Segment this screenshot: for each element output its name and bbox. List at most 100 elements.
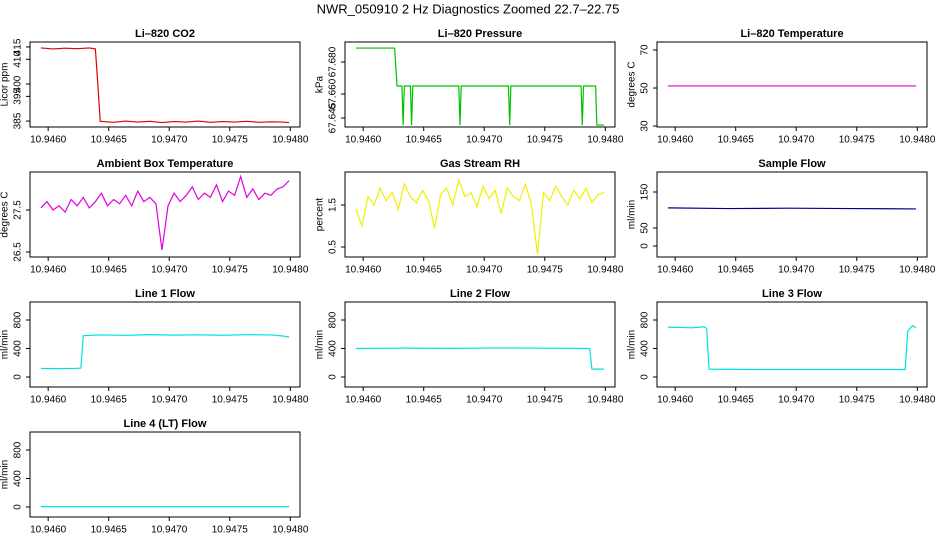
y-tick-label: 395 <box>13 88 24 105</box>
x-tick-label: 10.9470 <box>778 265 815 276</box>
x-tick-label: 10.9470 <box>466 395 503 406</box>
y-axis-label: percent <box>315 198 326 232</box>
y-tick-label: 67.660 <box>328 78 339 109</box>
x-tick-label: 10.9460 <box>657 265 694 276</box>
x-tick-label: 10.9475 <box>527 395 564 406</box>
y-tick-label: 70 <box>640 44 651 56</box>
y-tick-label: 0 <box>640 374 651 380</box>
y-tick-label: 0 <box>328 374 339 380</box>
x-tick-label: 10.9465 <box>91 395 128 406</box>
x-tick-label: 10.9465 <box>406 395 443 406</box>
y-axis-label: kPa <box>315 75 326 93</box>
plot-frame <box>656 301 928 388</box>
x-tick-label: 10.9470 <box>466 135 503 146</box>
y-tick-label: 400 <box>328 340 339 357</box>
y-axis-label: Licor ppm <box>0 63 11 107</box>
x-tick-label: 10.9460 <box>30 525 67 536</box>
data-line <box>40 333 290 370</box>
panel-title: Line 2 Flow <box>450 288 510 300</box>
panel-title: Ambient Box Temperature <box>97 158 234 170</box>
x-tick-label: 10.9470 <box>151 395 188 406</box>
x-tick-label: 10.9465 <box>406 265 443 276</box>
y-tick-label: 67.645 <box>328 102 339 133</box>
y-tick-label: 400 <box>13 75 24 92</box>
x-tick-label: 10.9475 <box>212 395 249 406</box>
x-tick-label: 10.9470 <box>151 265 188 276</box>
x-tick-label: 10.9460 <box>30 395 67 406</box>
x-tick-label: 10.9460 <box>345 395 382 406</box>
y-tick-label: 800 <box>328 311 339 328</box>
x-tick-label: 10.9470 <box>778 395 815 406</box>
x-tick-label: 10.9480 <box>587 265 624 276</box>
y-tick-label: 385 <box>13 112 24 129</box>
y-tick-label: 800 <box>640 311 651 328</box>
panel-title: Line 1 Flow <box>135 288 195 300</box>
y-axis-label: ml/min <box>0 460 11 489</box>
x-tick-label: 10.9465 <box>718 395 755 406</box>
plot-frame <box>656 41 928 128</box>
plot-frame <box>656 171 928 258</box>
x-tick-label: 10.9475 <box>839 135 876 146</box>
x-tick-label: 10.9465 <box>718 265 755 276</box>
y-tick-label: 0 <box>13 374 24 380</box>
data-line <box>667 207 917 210</box>
y-tick-label: 400 <box>640 340 651 357</box>
x-tick-label: 10.9480 <box>272 395 309 406</box>
plot-frame <box>344 171 616 258</box>
x-tick-label: 10.9460 <box>657 135 694 146</box>
y-tick-label: 67.680 <box>328 46 339 77</box>
plot-frame <box>29 301 301 388</box>
panel-title: Sample Flow <box>758 158 826 170</box>
x-tick-label: 10.9465 <box>406 135 443 146</box>
x-tick-label: 10.9460 <box>657 395 694 406</box>
y-tick-label: 0.5 <box>328 240 339 254</box>
y-tick-label: 27.5 <box>13 200 24 220</box>
x-tick-label: 10.9475 <box>212 525 249 536</box>
y-axis-label: ml/min <box>0 330 11 359</box>
plot-frame <box>29 41 301 128</box>
data-line <box>40 174 290 250</box>
y-tick-label: 30 <box>640 120 651 132</box>
x-tick-label: 10.9470 <box>151 525 188 536</box>
data-line <box>355 47 605 126</box>
panel-title: Li–820 CO2 <box>135 28 195 40</box>
y-tick-label: 410 <box>13 51 24 68</box>
panel-title: Line 3 Flow <box>762 288 822 300</box>
x-tick-label: 10.9475 <box>527 135 564 146</box>
figure-title: NWR_050910 2 Hz Diagnostics Zoomed 22.7–… <box>317 1 620 16</box>
y-tick-label: 26.5 <box>13 242 24 262</box>
y-tick-label: 50 <box>640 222 651 234</box>
plot-frame <box>29 431 301 518</box>
y-tick-label: 50 <box>640 82 651 94</box>
x-tick-label: 10.9470 <box>778 135 815 146</box>
x-tick-label: 10.9460 <box>345 135 382 146</box>
x-tick-label: 10.9460 <box>345 265 382 276</box>
x-tick-label: 10.9465 <box>91 135 128 146</box>
x-tick-label: 10.9470 <box>151 135 188 146</box>
x-tick-label: 10.9460 <box>30 135 67 146</box>
y-axis-label: degrees C <box>627 61 638 107</box>
x-tick-label: 10.9480 <box>899 265 936 276</box>
data-line <box>355 347 605 370</box>
plot-frame <box>344 301 616 388</box>
x-tick-label: 10.9480 <box>899 395 936 406</box>
y-axis-label: ml/min <box>315 330 326 359</box>
y-tick-label: 150 <box>640 183 651 200</box>
data-line <box>355 177 605 255</box>
y-axis-label: ml/min <box>627 330 638 359</box>
x-tick-label: 10.9475 <box>212 265 249 276</box>
y-tick-label: 0 <box>640 243 651 249</box>
panel-title: Gas Stream RH <box>440 158 520 170</box>
data-line <box>667 324 917 371</box>
plot-frame <box>344 41 616 128</box>
y-tick-label: 400 <box>13 470 24 487</box>
data-line <box>40 47 290 124</box>
x-tick-label: 10.9465 <box>718 135 755 146</box>
panel-title: Li–820 Pressure <box>438 28 522 40</box>
x-tick-label: 10.9480 <box>272 525 309 536</box>
y-tick-label: 400 <box>13 340 24 357</box>
x-tick-label: 10.9480 <box>272 135 309 146</box>
x-tick-label: 10.9475 <box>212 135 249 146</box>
x-tick-label: 10.9480 <box>272 265 309 276</box>
